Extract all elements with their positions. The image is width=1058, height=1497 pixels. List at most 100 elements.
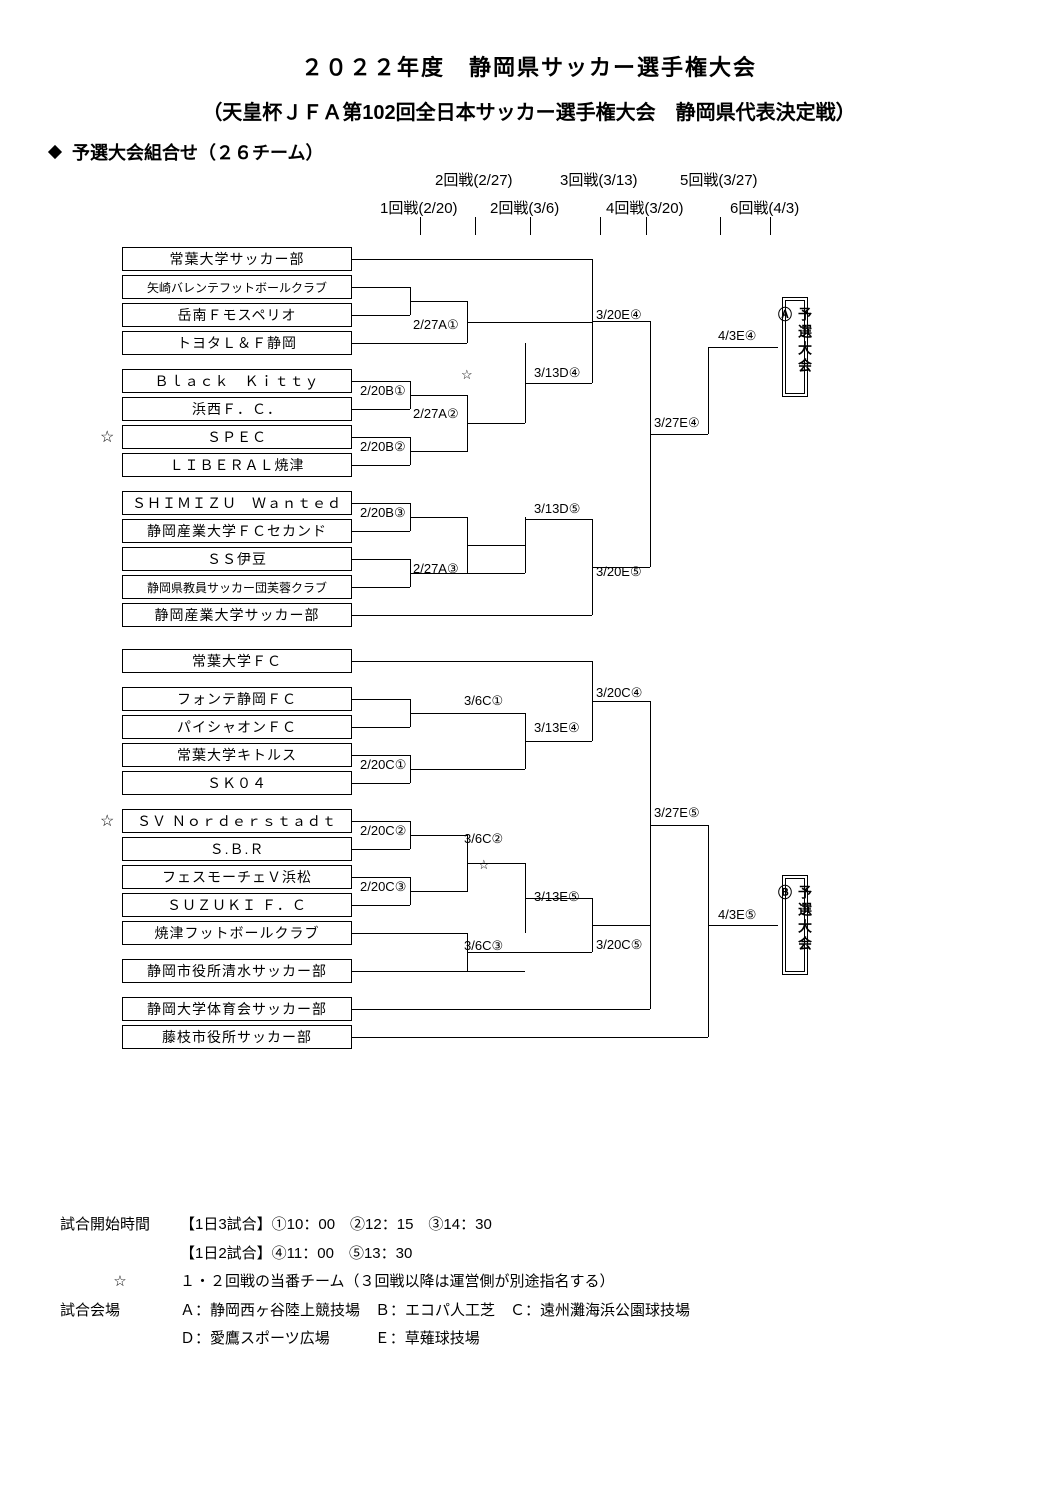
venue-line-2: Ｄ：愛鷹スポーツ広場 Ｅ：草薙球技場	[180, 1325, 1018, 1354]
bracket-line	[650, 925, 651, 1009]
bracket-line	[352, 1037, 708, 1038]
final-box: 予選大会Ⓑ	[782, 875, 808, 975]
bracket-line	[467, 301, 468, 343]
bracket-line	[708, 925, 778, 926]
team-box: 岳南Ｆモスペリオ	[122, 303, 352, 327]
bracket-line	[410, 835, 468, 836]
bracket-line	[410, 877, 411, 905]
bracket-line	[410, 437, 411, 465]
team-box: フォンテ静岡ＦＣ	[122, 687, 352, 711]
bracket-line	[525, 863, 526, 933]
footer-notes: 試合開始時間 【1日3試合】①10：00 ②12：15 ③14：30 【1日2試…	[40, 1211, 1018, 1354]
venue-label: 試合会場	[60, 1297, 180, 1326]
team-box: トヨタＬ＆Ｆ静岡	[122, 331, 352, 355]
bracket-line	[352, 531, 410, 532]
bracket-line	[352, 727, 410, 728]
bracket-line	[352, 755, 410, 756]
bracket-line	[352, 699, 410, 700]
round-label: 4回戦(3/20)	[606, 197, 684, 218]
bracket-line	[592, 519, 593, 615]
bracket-line	[352, 615, 592, 616]
bracket-line	[352, 905, 410, 906]
match-label: 3/20C④	[596, 685, 642, 701]
match-label: 3/6C①	[464, 693, 503, 709]
bracket-line	[467, 395, 468, 451]
match-label: 2/20B②	[360, 439, 406, 455]
bracket-line	[410, 755, 411, 783]
bracket-line	[352, 559, 410, 560]
venue-line-1: Ａ：静岡西ヶ谷陸上競技場 Ｂ：エコパ人工芝 Ｃ：遠州灘海浜公園球技場	[180, 1297, 690, 1326]
bracket-line	[352, 1009, 650, 1010]
match-label: 4/3E⑤	[718, 907, 756, 923]
bracket-line	[352, 933, 467, 934]
bracket-line	[410, 769, 525, 770]
match-label: 3/20E④	[596, 307, 642, 323]
match-label: 2/20B①	[360, 383, 406, 399]
star-note: １・２回戦の当番チーム（３回戦以降は運営側が別途指名する）	[180, 1268, 615, 1297]
bracket-line	[467, 322, 592, 323]
match-label: 3/13D④	[534, 365, 580, 381]
section-heading-text: 予選大会組合せ（２６チーム）	[72, 143, 323, 163]
team-box: 静岡大学体育会サッカー部	[122, 997, 352, 1021]
round-label: 5回戦(3/27)	[680, 169, 758, 190]
team-box: ＳＳ伊豆	[122, 547, 352, 571]
bracket-line	[352, 971, 525, 972]
bracket-line	[708, 825, 709, 1037]
bracket-line	[410, 381, 411, 409]
bracket-line	[352, 503, 410, 504]
match-label: 3/13E⑤	[534, 889, 580, 905]
team-box: 静岡市役所清水サッカー部	[122, 959, 352, 983]
bracket-line	[352, 465, 410, 466]
sub-title: （天皇杯ＪＦＡ第102回全日本サッカー選手権大会 静岡県代表決定戦）	[40, 96, 1018, 125]
bracket-line	[410, 699, 411, 727]
bracket-line	[352, 343, 467, 344]
match-label: 2/20C③	[360, 879, 406, 895]
match-label: 3/6C②	[464, 831, 503, 847]
match-label: 3/27E④	[654, 415, 700, 431]
bracket-line	[410, 301, 468, 302]
team-box: 矢崎バレンテフットボールクラブ	[122, 275, 352, 299]
match-label: 2/20C②	[360, 823, 406, 839]
bracket-line	[592, 898, 593, 952]
round-label: 2回戦(2/27)	[435, 169, 513, 190]
bracket-line	[650, 825, 708, 826]
bracket-line	[410, 713, 525, 714]
bracket-line	[352, 821, 410, 822]
bracket-line	[525, 519, 592, 520]
bracket-line	[352, 437, 410, 438]
bracket-line	[410, 395, 468, 396]
bracket-line	[410, 821, 411, 849]
match-label: ☆	[478, 857, 490, 873]
bracket-line	[650, 434, 708, 435]
star-icon: ☆	[60, 1268, 180, 1297]
bracket-line	[352, 661, 592, 662]
bracket-line	[352, 259, 592, 260]
match-label: 3/13D⑤	[534, 501, 580, 517]
bracket-line	[410, 451, 468, 452]
time-line-1: 【1日3試合】①10：00 ②12：15 ③14：30	[180, 1211, 492, 1240]
star-icon: ☆	[100, 427, 114, 447]
match-label: 2/27A②	[413, 406, 459, 422]
team-box: Ｓ.Ｂ.Ｒ	[122, 837, 352, 861]
diamond-icon	[48, 145, 62, 159]
bracket-line	[352, 315, 410, 316]
bracket-line	[467, 517, 468, 573]
match-label: 4/3E④	[718, 328, 756, 344]
bracket-line	[352, 877, 410, 878]
round-label: 2回戦(3/6)	[490, 197, 559, 218]
bracket-line	[650, 321, 651, 567]
team-box: フェスモーチェＶ浜松	[122, 865, 352, 889]
bracket-line	[525, 383, 592, 384]
bracket-line	[650, 701, 651, 925]
bracket-line	[467, 423, 525, 424]
time-line-2: 【1日2試合】④11：00 ⑤13：30	[180, 1240, 1018, 1269]
bracket-line	[467, 863, 525, 864]
bracket-line	[352, 849, 410, 850]
match-label: 3/13E④	[534, 720, 580, 736]
bracket-line	[410, 517, 468, 518]
match-label: 2/20B③	[360, 505, 406, 521]
bracket-line	[592, 925, 650, 926]
bracket-line	[352, 381, 410, 382]
team-box: ＳＶ Ｎｏｒｄｅｒｓｔａｄｔ	[122, 809, 352, 833]
bracket-line	[592, 701, 650, 702]
